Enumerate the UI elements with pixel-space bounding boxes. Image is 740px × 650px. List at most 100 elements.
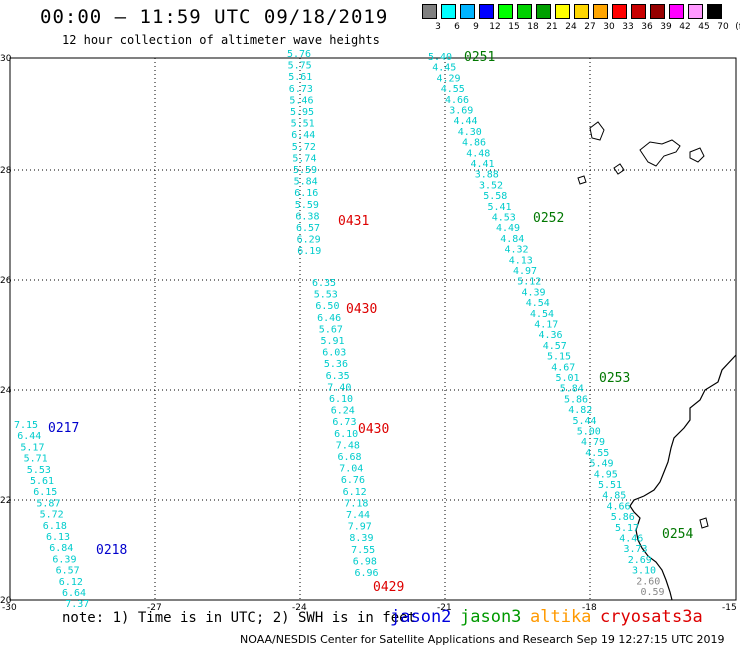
wave-height-value: 4.55 xyxy=(441,84,465,95)
wave-height-value: 7.55 xyxy=(351,545,375,556)
wave-height-value: 5.72 xyxy=(292,142,316,153)
wave-height-value: 6.39 xyxy=(52,554,76,565)
wave-height-value: 3.10 xyxy=(632,566,656,577)
wave-height-value: 7.40 xyxy=(327,382,351,393)
coastline xyxy=(629,354,737,601)
wave-height-value: 6.35 xyxy=(326,371,350,382)
wave-height-value: 6.18 xyxy=(43,521,67,532)
wave-height-value: 5.87 xyxy=(36,498,60,509)
wave-height-value: 3.73 xyxy=(624,544,648,555)
scale-swatch xyxy=(650,4,665,19)
lon-tick-label: -24 xyxy=(292,603,307,613)
wave-height-value: 5.44 xyxy=(573,416,597,427)
scale-swatch xyxy=(631,4,646,19)
pass-label: 0251 xyxy=(464,50,495,65)
island-outline xyxy=(589,121,605,141)
wave-height-value: 6.44 xyxy=(17,431,41,442)
wave-height-value: 4.55 xyxy=(585,448,609,459)
wave-height-value: 4.46 xyxy=(619,534,643,545)
pass-label: 0253 xyxy=(599,371,630,386)
island-outline xyxy=(699,517,709,529)
satellite-legend-item: cryosat xyxy=(600,607,672,627)
pass-label: 0430 xyxy=(346,302,377,317)
scale-label: 12 xyxy=(489,22,501,32)
wave-height-value: 5.46 xyxy=(289,95,313,106)
scale-label: 33 xyxy=(622,22,634,32)
island-outline xyxy=(577,175,587,185)
wave-height-value: 8.39 xyxy=(349,533,373,544)
wave-height-value: 5.86 xyxy=(564,394,588,405)
wave-height-value: 6.10 xyxy=(329,394,353,405)
wave-height-value: 5.40 xyxy=(428,52,452,63)
scale-swatch xyxy=(688,4,703,19)
wave-height-value: 6.12 xyxy=(343,487,367,498)
scale-label: (ft) xyxy=(735,22,740,32)
wave-height-value: 4.84 xyxy=(500,234,524,245)
lat-tick-label: 24 xyxy=(0,386,12,396)
wave-height-value: 5.74 xyxy=(292,153,316,164)
wave-height-value: 4.44 xyxy=(454,116,478,127)
wave-height-value: 4.13 xyxy=(509,255,533,266)
scale-swatch xyxy=(479,4,494,19)
wave-height-value: 6.24 xyxy=(331,406,355,417)
wave-height-value: 7.44 xyxy=(346,510,370,521)
wave-height-value: 3.69 xyxy=(449,106,473,117)
scale-label: 45 xyxy=(698,22,710,32)
wave-height-value: 6.46 xyxy=(317,313,341,324)
wave-height-value: 6.73 xyxy=(289,84,313,95)
scale-label: 39 xyxy=(660,22,672,32)
map-subtitle: 12 hour collection of altimeter wave hei… xyxy=(62,33,380,47)
satellite-legend-item: altika xyxy=(530,607,592,627)
wave-height-value: 4.17 xyxy=(534,320,558,331)
wave-height-value: 7.15 xyxy=(14,420,38,431)
scale-label: 70 xyxy=(717,22,729,32)
lon-tick-label: -30 xyxy=(2,603,17,613)
island-outline xyxy=(639,139,681,167)
wave-height-value: 5.91 xyxy=(321,336,345,347)
wave-height-value: 7.18 xyxy=(344,498,368,509)
wave-height-value: 6.12 xyxy=(59,577,83,588)
wave-height-value: 5.01 xyxy=(556,373,580,384)
wave-height-value: 6.19 xyxy=(297,246,321,257)
wave-height-value: 4.54 xyxy=(526,298,550,309)
wave-height-value: 5.86 xyxy=(611,512,635,523)
wave-height-value: 6.16 xyxy=(294,188,318,199)
scale-label: 24 xyxy=(565,22,577,32)
wave-height-value: 2.69 xyxy=(628,555,652,566)
wave-height-value: 4.36 xyxy=(539,330,563,341)
scale-swatch xyxy=(441,4,456,19)
scale-label: 30 xyxy=(603,22,615,32)
scale-swatch xyxy=(517,4,532,19)
wave-height-value: 4.85 xyxy=(602,491,626,502)
wave-height-value: 4.86 xyxy=(462,138,486,149)
wave-height-value: 5.61 xyxy=(288,72,312,83)
wave-height-value: 4.45 xyxy=(432,63,456,74)
wave-height-value: 4.95 xyxy=(594,469,618,480)
scale-swatch xyxy=(612,4,627,19)
wave-height-value: 7.97 xyxy=(348,522,372,533)
scale-swatch xyxy=(555,4,570,19)
wave-height-value: 5.51 xyxy=(291,119,315,130)
scale-label: 21 xyxy=(546,22,558,32)
credit-line: NOAA/NESDIS Center for Satellite Applica… xyxy=(240,633,725,646)
lon-tick-label: -15 xyxy=(722,603,737,613)
satellite-legend-item: jason3 xyxy=(460,607,522,627)
map-title: 00:00 – 11:59 UTC 09/18/2019 xyxy=(40,6,389,28)
wave-height-value: 6.29 xyxy=(297,235,321,246)
wave-height-value: 6.38 xyxy=(295,211,319,222)
wave-height-value: 5.72 xyxy=(40,510,64,521)
lat-tick-label: 30 xyxy=(0,54,12,64)
wave-height-value: 2.60 xyxy=(636,576,660,587)
satellite-legend-item: jason2 xyxy=(390,607,452,627)
island-outline xyxy=(613,163,625,175)
wave-height-value: 5.53 xyxy=(314,290,338,301)
pass-label: 0217 xyxy=(48,421,79,436)
wave-height-value: 4.54 xyxy=(530,309,554,320)
wave-height-value: 0.59 xyxy=(641,587,665,598)
wave-height-value: 5.84 xyxy=(294,177,318,188)
wave-height-value: 6.57 xyxy=(56,566,80,577)
pass-label: 0429 xyxy=(373,580,404,595)
pass-label: 0218 xyxy=(96,543,127,558)
wave-height-value: 5.41 xyxy=(488,202,512,213)
scale-label: 6 xyxy=(454,22,460,32)
